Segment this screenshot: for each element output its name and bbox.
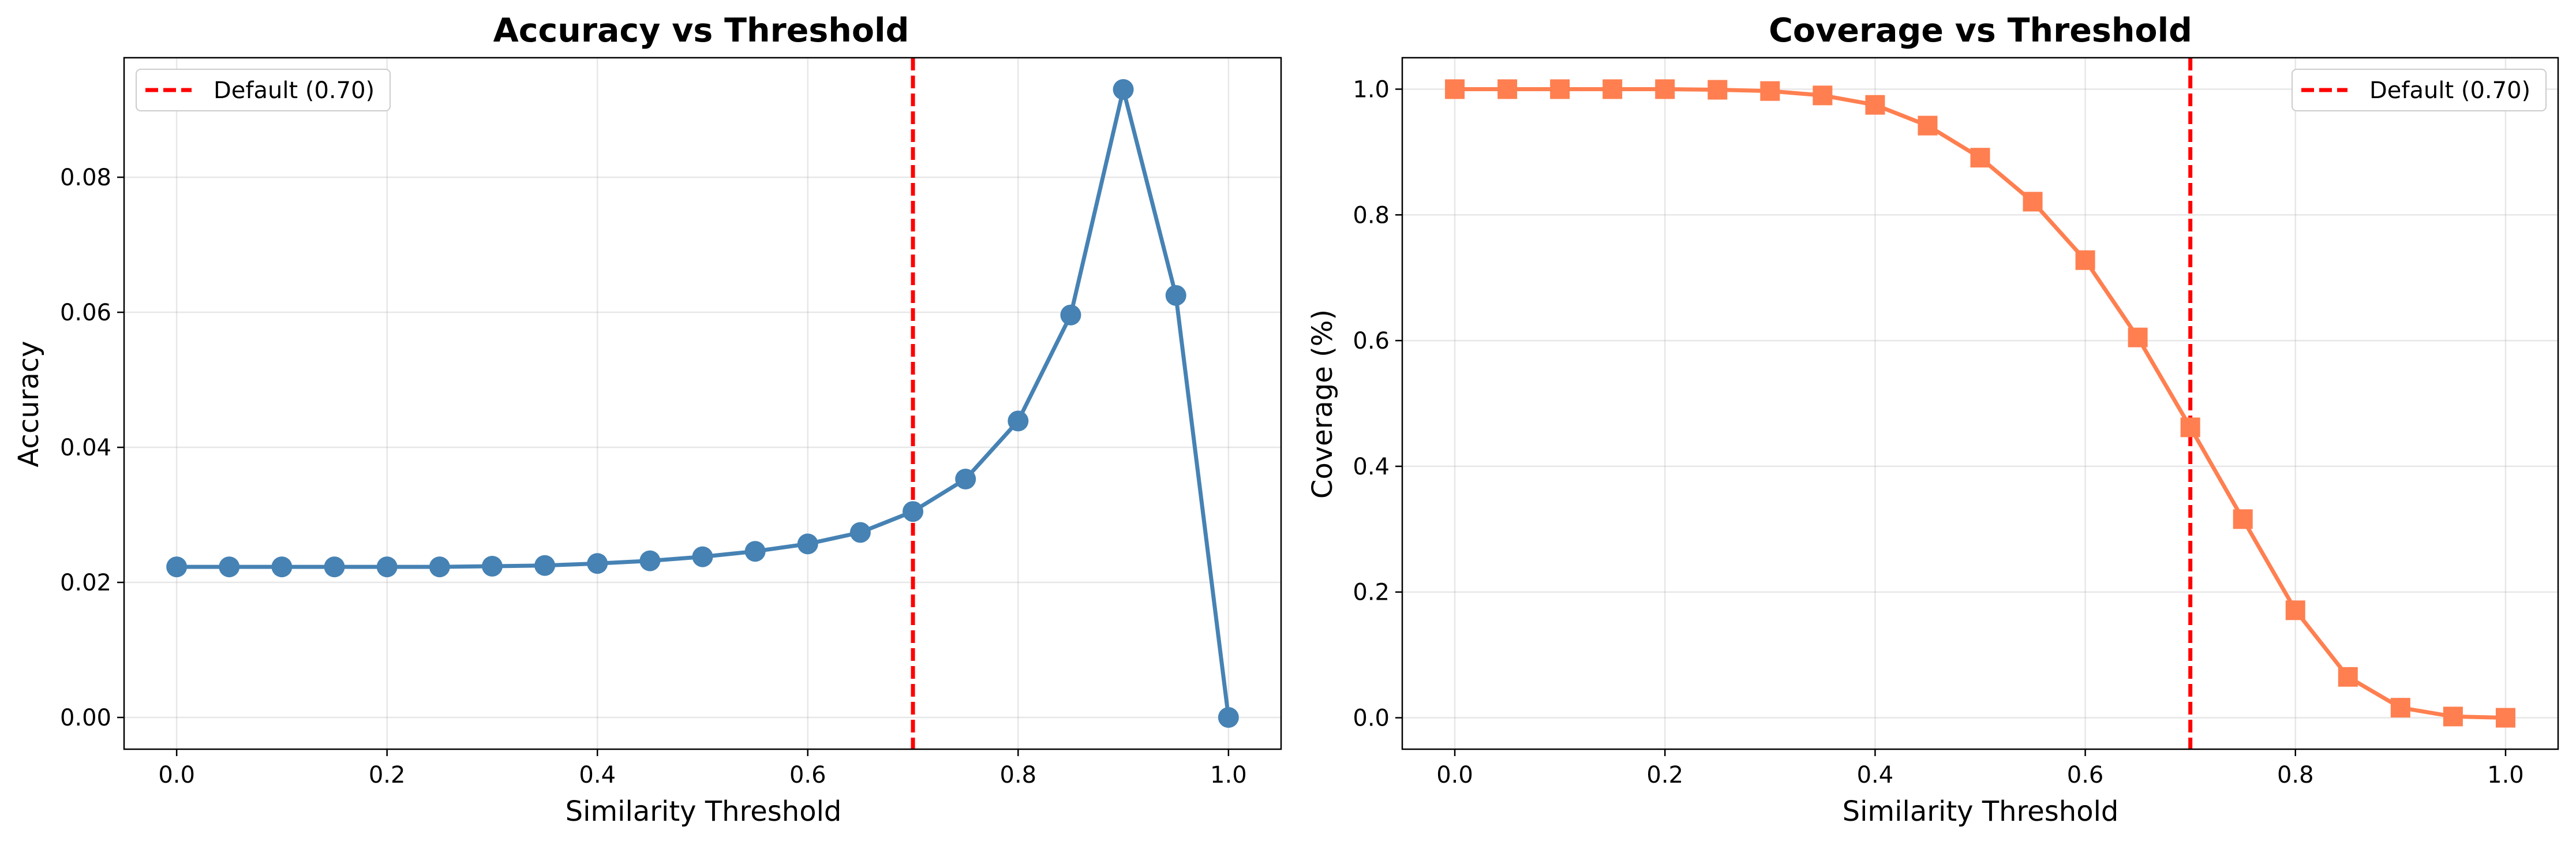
accuracy-data-point — [219, 556, 240, 578]
accuracy-axes-frame — [123, 57, 1282, 750]
accuracy-legend-box — [136, 69, 391, 111]
coverage-data-point — [2495, 708, 2515, 728]
accuracy-x-tick-label: 0.6 — [789, 762, 826, 788]
coverage-x-tick-label: 0.8 — [2277, 762, 2314, 788]
coverage-x-ticks: 0.0 0.2 0.4 0.6 0.8 1.0 — [1436, 749, 2524, 788]
accuracy-data-point — [1008, 410, 1029, 432]
accuracy-data-point — [587, 553, 608, 574]
coverage-y-tick-label: 0.2 — [1353, 579, 1390, 606]
coverage-data-point — [1813, 85, 1833, 106]
coverage-legend-box — [2292, 69, 2547, 111]
coverage-y-tick-label: 0.8 — [1353, 202, 1390, 229]
accuracy-x-tick-label: 0.2 — [369, 762, 406, 788]
coverage-y-tick-label: 0.6 — [1353, 328, 1390, 354]
coverage-y-tick-label: 0.4 — [1353, 454, 1390, 480]
accuracy-data-point — [1113, 78, 1134, 100]
coverage-data-point — [2285, 600, 2305, 620]
coverage-axes-frame — [1401, 57, 2559, 750]
accuracy-data-point — [797, 533, 818, 555]
accuracy-y-tick-label: 0.02 — [60, 570, 111, 596]
coverage-data-point — [2443, 706, 2463, 727]
coverage-chart-title: Coverage vs Threshold — [1769, 12, 2192, 50]
accuracy-data-point — [744, 541, 766, 562]
coverage-data-point — [2023, 192, 2043, 212]
coverage-data-point — [1708, 80, 1728, 100]
coverage-x-axis-label: Similarity Threshold — [1843, 795, 2119, 828]
coverage-data-point — [2390, 698, 2410, 718]
accuracy-data-point — [324, 556, 345, 578]
accuracy-y-tick-label: 0.00 — [60, 705, 111, 731]
accuracy-x-tick-label: 0.8 — [1000, 762, 1037, 788]
accuracy-data-point — [639, 550, 661, 571]
accuracy-legend-label: Default (0.70) — [214, 77, 375, 104]
accuracy-y-ticks: 0.00 0.02 0.04 0.06 0.08 — [60, 164, 124, 731]
accuracy-data-point — [692, 546, 713, 567]
coverage-series — [1445, 79, 2515, 728]
coverage-data-point — [2180, 417, 2200, 438]
coverage-data-point — [1550, 79, 1570, 99]
accuracy-x-tick-label: 0.4 — [579, 762, 616, 788]
coverage-x-tick-label: 1.0 — [2487, 762, 2524, 788]
coverage-x-tick-label: 0.4 — [1857, 762, 1894, 788]
coverage-data-point — [1918, 115, 1938, 136]
coverage-data-point — [1445, 79, 1465, 99]
accuracy-data-point — [903, 501, 924, 522]
accuracy-x-tick-label: 1.0 — [1210, 762, 1247, 788]
coverage-data-point — [1760, 81, 1780, 101]
accuracy-x-ticks: 0.0 0.2 0.4 0.6 0.8 1.0 — [158, 749, 1247, 788]
accuracy-chart-title: Accuracy vs Threshold — [493, 12, 909, 50]
accuracy-y-tick-label: 0.06 — [60, 300, 111, 326]
coverage-panel: 0.0 0.2 0.4 0.6 0.8 1.0 0.0 0.2 0.4 0.6 0.8 1.0 Co… — [1306, 12, 2559, 828]
coverage-legend: Default (0.70) — [2292, 69, 2547, 111]
coverage-legend-label: Default (0.70) — [2369, 77, 2530, 104]
accuracy-series — [166, 78, 1239, 728]
coverage-data-point — [1602, 79, 1623, 99]
accuracy-data-point — [534, 555, 556, 576]
coverage-data-point — [1865, 95, 1885, 115]
coverage-data-point — [2338, 667, 2358, 687]
coverage-y-axis-label: Coverage (%) — [1306, 309, 1339, 499]
accuracy-grid — [124, 58, 1281, 749]
coverage-x-tick-label: 0.2 — [1646, 762, 1683, 788]
accuracy-y-axis-label: Accuracy — [13, 341, 45, 467]
accuracy-data-point — [955, 469, 976, 490]
coverage-y-ticks: 0.0 0.2 0.4 0.6 0.8 1.0 — [1353, 76, 1402, 732]
accuracy-data-point — [481, 555, 503, 577]
coverage-y-tick-label: 0.0 — [1353, 705, 1390, 732]
accuracy-data-point — [1060, 304, 1081, 326]
accuracy-data-point — [429, 556, 450, 578]
accuracy-y-tick-label: 0.08 — [60, 164, 111, 191]
coverage-y-tick-label: 1.0 — [1353, 76, 1390, 103]
coverage-x-tick-label: 0.0 — [1436, 762, 1473, 788]
coverage-data-point — [2075, 250, 2095, 270]
coverage-x-tick-label: 0.6 — [2067, 762, 2104, 788]
coverage-data-point — [2128, 327, 2148, 347]
accuracy-data-point — [849, 522, 871, 543]
coverage-data-point — [1497, 79, 1518, 99]
coverage-data-point — [1970, 148, 1990, 168]
accuracy-panel: 0.0 0.2 0.4 0.6 0.8 1.0 0.000.020.040.060.08 … — [13, 12, 1282, 828]
accuracy-data-point — [1165, 285, 1186, 306]
accuracy-data-point — [376, 556, 398, 578]
accuracy-data-point — [271, 556, 293, 578]
accuracy-data-point — [1218, 707, 1239, 728]
accuracy-y-tick-label: 0.04 — [60, 435, 111, 461]
accuracy-data-point — [166, 556, 188, 578]
accuracy-x-axis-label: Similarity Threshold — [566, 795, 842, 828]
coverage-data-point — [1655, 79, 1675, 99]
coverage-data-point — [2233, 509, 2253, 529]
accuracy-x-tick-label: 0.0 — [158, 762, 195, 788]
accuracy-legend: Default (0.70) — [136, 69, 391, 111]
